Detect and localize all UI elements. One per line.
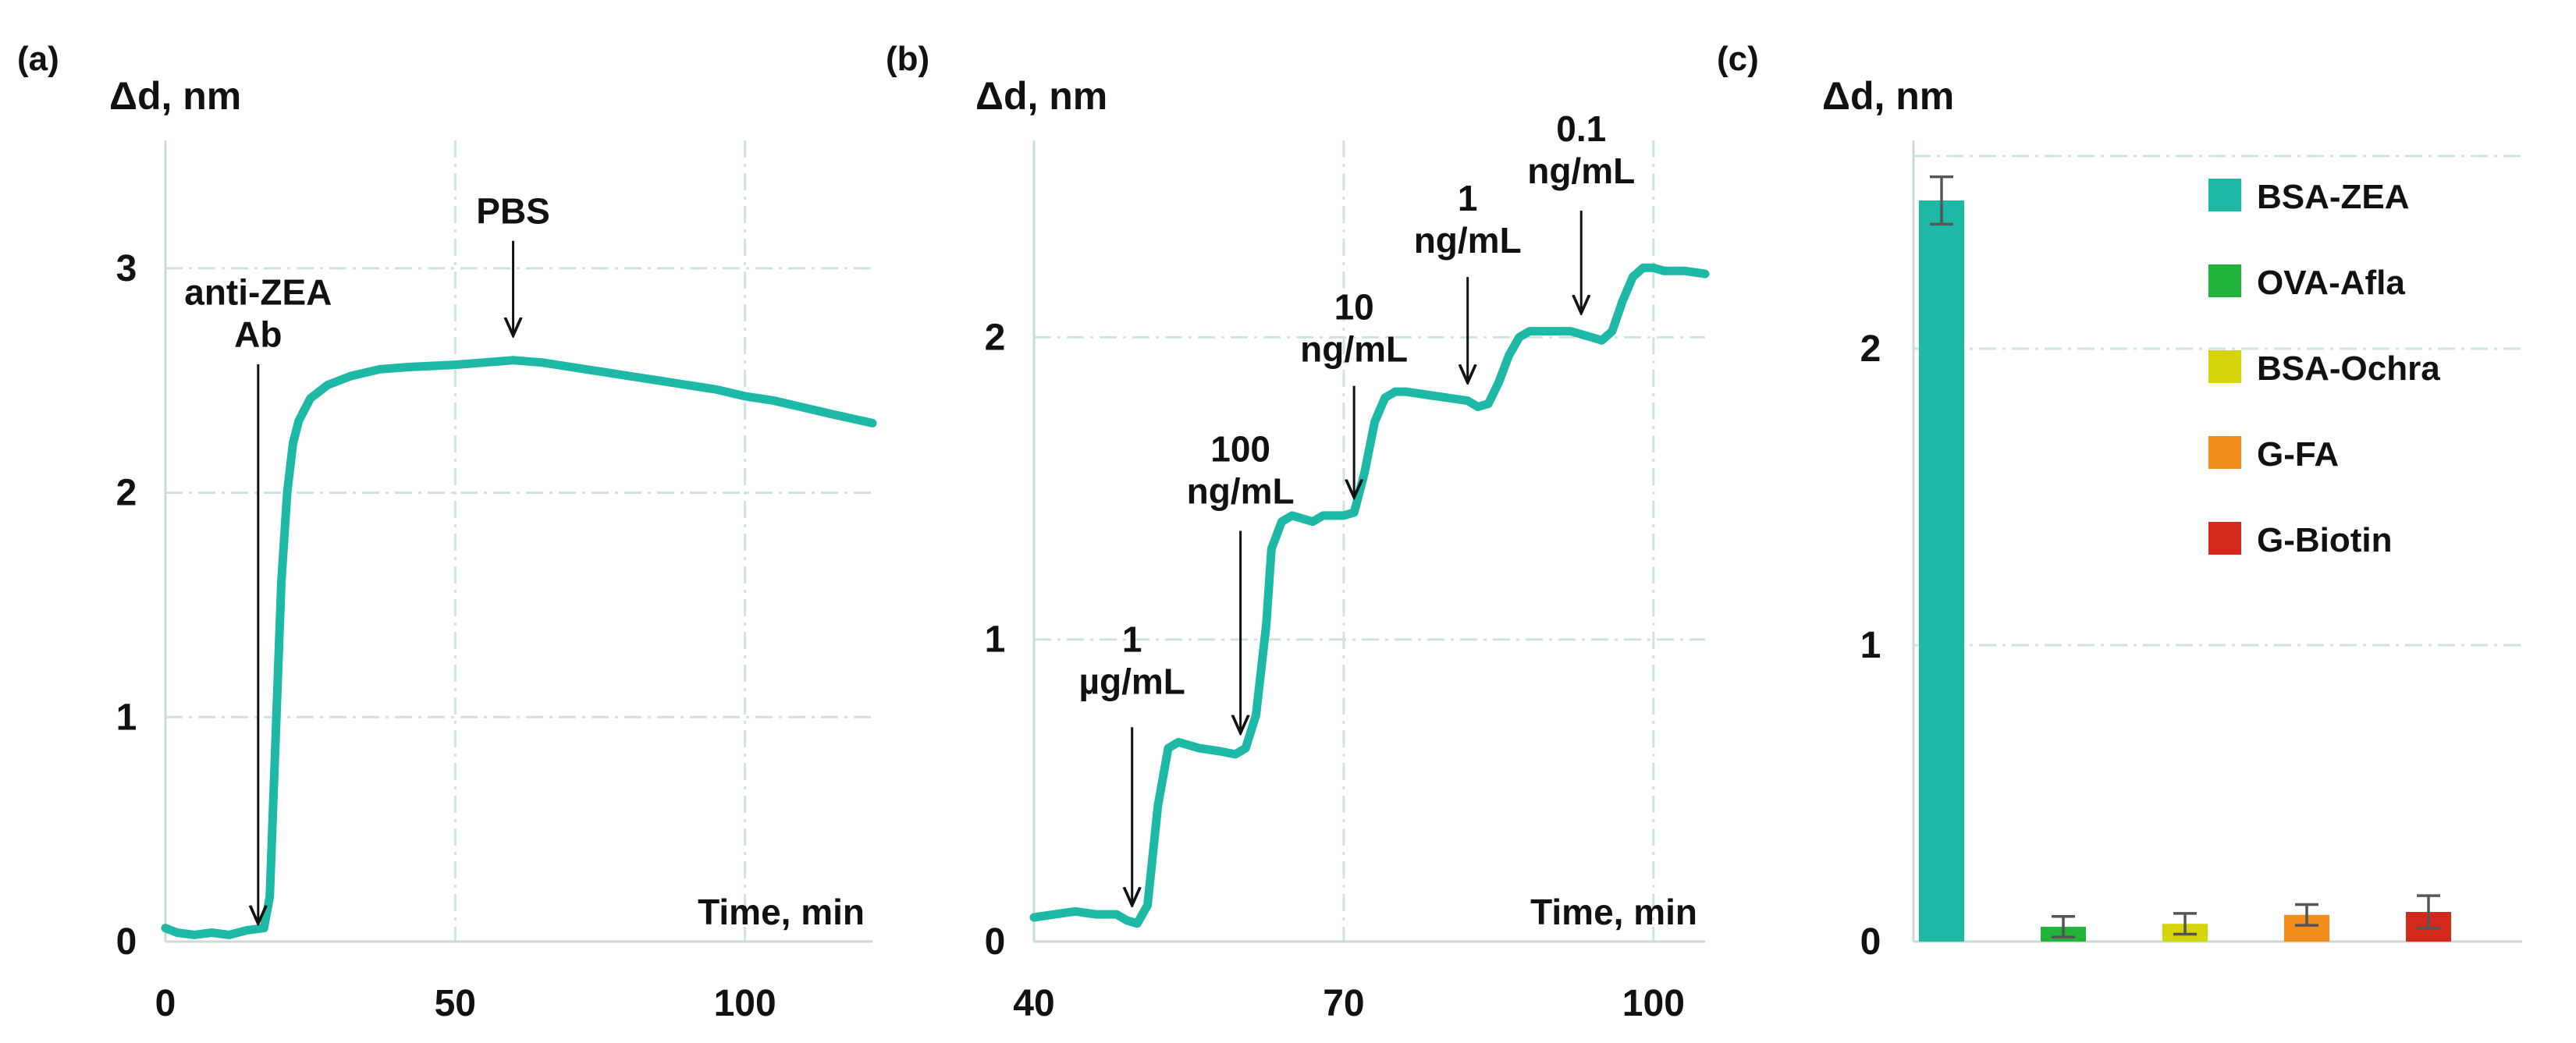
annotation-label: 100 (1210, 428, 1270, 469)
annotation-label: µg/mL (1078, 661, 1185, 701)
legend-label: OVA-Afla (2257, 264, 2405, 302)
y-tick-label: 0 (116, 921, 137, 963)
x-tick-label: 70 (1323, 983, 1364, 1024)
panel-letter: (a) (17, 40, 59, 78)
y-tick-label: 2 (1860, 328, 1881, 370)
x-tick-label: 50 (435, 983, 476, 1024)
x-tick-label: 40 (1013, 983, 1054, 1024)
annotation-label: 1 (1458, 178, 1478, 218)
x-axis-label: Time, min (698, 892, 865, 932)
y-tick-label: 1 (116, 697, 137, 738)
annotation-label: Ab (234, 314, 282, 355)
legend-swatch (2208, 179, 2241, 211)
series-line-signal (1029, 263, 1710, 928)
legend-swatch (2208, 522, 2241, 555)
series-line-signal (161, 356, 877, 939)
legend-swatch (2208, 350, 2241, 383)
annotation-label: ng/mL (1300, 328, 1408, 369)
annotation-label: PBS (476, 190, 550, 231)
y-tick-label: 1 (985, 619, 1006, 661)
legend-label: BSA-Ochra (2257, 349, 2440, 388)
legend-swatch (2208, 264, 2241, 297)
y-axis-label: Δd, nm (1822, 74, 1954, 118)
x-tick-label: 100 (1622, 983, 1685, 1024)
x-tick-label: 100 (714, 983, 776, 1024)
annotation-label: anti-ZEA (184, 272, 332, 313)
panel-letter: (b) (886, 40, 929, 78)
legend-label: BSA-ZEA (2257, 178, 2410, 216)
annotation-label: ng/mL (1414, 220, 1522, 261)
annotation-label: ng/mL (1187, 470, 1295, 511)
annotation-label: 1 (1122, 619, 1142, 659)
x-axis-label: Time, min (1530, 892, 1697, 932)
panel-letter: (c) (1717, 40, 1759, 78)
annotation-label: ng/mL (1527, 151, 1635, 191)
y-tick-label: 2 (985, 317, 1006, 358)
x-tick-label: 0 (155, 983, 176, 1024)
y-axis-label: Δd, nm (109, 74, 241, 118)
legend-swatch (2208, 436, 2241, 469)
annotation-label: 0.1 (1556, 108, 1606, 149)
y-tick-label: 2 (116, 473, 137, 514)
y-tick-label: 0 (1860, 921, 1881, 963)
y-tick-label: 1 (1860, 625, 1881, 666)
bar-bsa-zea (1919, 200, 1964, 942)
y-tick-label: 0 (985, 921, 1006, 963)
y-tick-label: 3 (116, 248, 137, 289)
legend-label: G-Biotin (2257, 521, 2393, 559)
y-axis-label: Δd, nm (975, 74, 1107, 118)
legend-label: G-FA (2257, 435, 2339, 474)
annotation-label: 10 (1334, 286, 1374, 327)
